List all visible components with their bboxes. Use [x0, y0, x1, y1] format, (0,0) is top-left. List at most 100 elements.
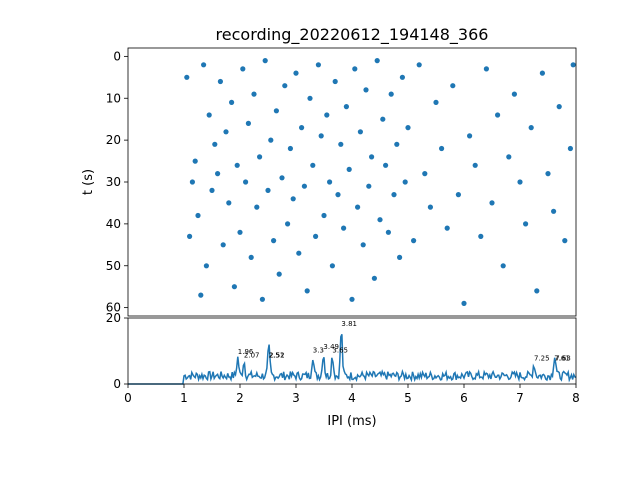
raster-point: [528, 125, 534, 131]
raster-point: [243, 179, 249, 185]
raster-point: [307, 95, 313, 101]
bottom-x-tick-label: 5: [404, 391, 412, 405]
raster-point: [282, 83, 288, 89]
bottom-x-tick-label: 0: [124, 391, 132, 405]
raster-point: [273, 108, 279, 114]
top-y-tick-label: 10: [106, 91, 121, 105]
raster-point: [310, 162, 316, 168]
raster-point: [276, 271, 282, 277]
raster-point: [262, 58, 268, 64]
raster-point: [254, 204, 260, 210]
raster-point: [422, 171, 428, 177]
raster-point: [352, 66, 358, 72]
raster-point: [285, 221, 291, 227]
raster-point: [427, 204, 433, 210]
raster-point: [567, 145, 574, 152]
raster-point: [411, 238, 417, 244]
raster-point: [357, 129, 363, 135]
raster-point: [332, 78, 338, 85]
peak-annotation: 7.63: [555, 355, 571, 363]
raster-point: [248, 254, 254, 260]
bottom-x-ticks: 0 1 2 3 4 5 6 7 8: [124, 384, 580, 405]
raster-point: [257, 154, 263, 160]
raster-point: [231, 284, 237, 290]
raster-point: [545, 171, 551, 177]
raster-point: [198, 292, 204, 298]
peak-annotations: 1.962.07 2.512.52 3.3 3.493.65 3.81 7.25 7.617…: [238, 320, 571, 363]
top-y-tick-label: 20: [106, 133, 121, 147]
raster-point: [279, 175, 285, 181]
top-y-tick-label: 60: [106, 301, 121, 315]
raster-point: [313, 233, 319, 239]
raster-point: [293, 70, 299, 76]
raster-point: [341, 225, 347, 231]
peak-annotation: 3.65: [332, 346, 348, 354]
raster-point: [234, 162, 240, 168]
raster-point: [570, 62, 576, 68]
raster-point: [377, 217, 383, 223]
raster-point: [433, 99, 439, 105]
bottom-x-tick-label: 8: [572, 391, 580, 405]
raster-point: [220, 242, 226, 248]
peak-annotation: 1.96: [238, 348, 254, 356]
bottom-x-axis-label: IPI (ms): [327, 414, 376, 429]
raster-point: [461, 300, 467, 306]
raster-point: [500, 263, 506, 269]
raster-point: [371, 275, 377, 281]
top-y-tick-label: 30: [106, 175, 121, 189]
raster-point: [296, 250, 302, 256]
raster-point: [206, 112, 212, 118]
raster-point: [489, 200, 495, 206]
top-y-tick-label: 40: [106, 217, 121, 231]
raster-point: [539, 70, 546, 76]
chart-title: recording_20220612_194148_366: [216, 25, 489, 45]
raster-point: [349, 296, 355, 302]
raster-point: [455, 192, 461, 198]
raster-point: [245, 120, 251, 126]
raster-point: [217, 78, 223, 85]
raster-point: [369, 154, 375, 160]
bottom-y-tick-label: 20: [106, 311, 121, 325]
raster-point: [551, 208, 557, 214]
raster-point: [363, 87, 369, 93]
raster-point: [483, 66, 489, 72]
peak-annotation: 2.52: [269, 351, 285, 359]
raster-point: [556, 104, 562, 110]
raster-point: [380, 116, 386, 122]
raster-point: [346, 166, 352, 172]
raster-point: [215, 171, 221, 177]
raster-point: [416, 62, 422, 68]
raster-point: [383, 162, 389, 168]
raster-point: [327, 179, 333, 185]
top-axes-frame: [127, 47, 577, 317]
raster-point: [562, 238, 568, 244]
raster-point: [329, 263, 335, 269]
peak-annotation: 7.61: [554, 355, 570, 363]
raster-point: [187, 233, 193, 239]
top-y-axis-label: t (s): [81, 169, 96, 195]
raster-point: [450, 83, 456, 89]
raster-point: [229, 99, 235, 105]
raster-point: [251, 91, 257, 97]
raster-point: [444, 225, 450, 231]
raster-point: [405, 125, 411, 131]
raster-points: [184, 58, 576, 306]
raster-point: [495, 112, 501, 118]
raster-point: [355, 204, 361, 210]
raster-point: [517, 179, 523, 185]
ipi-histogram-line: [128, 333, 577, 385]
raster-point: [184, 74, 190, 80]
raster-point: [237, 229, 243, 235]
raster-point: [318, 133, 324, 139]
bottom-x-tick-label: 7: [516, 391, 524, 405]
bottom-y-ticks: 0 20: [106, 311, 128, 391]
top-y-tick-label: 0: [113, 49, 121, 63]
peak-annotation: 7.25: [534, 355, 550, 363]
raster-point: [209, 187, 215, 193]
top-y-ticks: 0 10 20 30 40 50 60: [106, 49, 128, 315]
bottom-axes-frame: [127, 317, 577, 385]
raster-point: [203, 263, 209, 269]
raster-point: [226, 200, 232, 206]
